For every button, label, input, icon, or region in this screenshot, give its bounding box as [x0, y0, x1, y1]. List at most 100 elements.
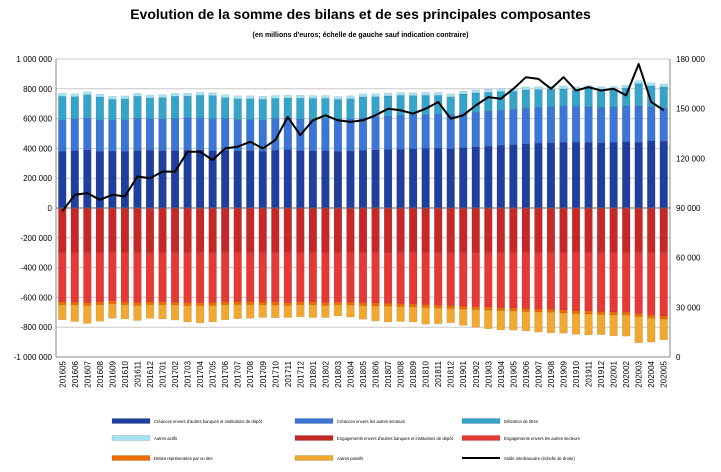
category-label: 201903 [484, 360, 493, 387]
legend-label: Dettes représentées par un titre [154, 456, 214, 461]
bar-segment [120, 119, 130, 152]
bar-segment [446, 308, 455, 323]
bar-segment [596, 142, 606, 209]
bar-segment [208, 302, 217, 306]
bar-segment [546, 88, 556, 107]
category-label: 202001 [610, 360, 619, 387]
bar-segment [571, 313, 581, 335]
bar-segment [609, 142, 618, 209]
bar-segment [659, 315, 668, 320]
bar-segment [58, 151, 67, 209]
bar-segment [170, 150, 180, 209]
category-label: 201711 [284, 360, 293, 387]
bar-segment [521, 89, 530, 109]
bar-segment [484, 306, 493, 311]
bar-segment [484, 110, 493, 147]
bar-segment [358, 150, 368, 209]
bar-segment [571, 106, 581, 143]
bar-segment [283, 94, 292, 99]
bar-segment [521, 311, 530, 332]
bar-segment [534, 207, 543, 253]
legend-label: Engagements envers les autres secteurs [504, 436, 580, 441]
bar-segment [58, 304, 67, 320]
category-label: 201703 [184, 360, 193, 387]
bar-segment [196, 207, 205, 253]
bar-segment [208, 92, 217, 96]
bar-segment [409, 114, 418, 149]
bar-segment [496, 145, 505, 209]
bar-segment [659, 318, 668, 341]
bar-segment [271, 304, 280, 319]
bar-segment [596, 252, 606, 312]
bar-segment [584, 313, 593, 336]
category-label: 201707 [234, 360, 243, 387]
category-label: 201609 [108, 360, 117, 387]
bar-segment [496, 307, 505, 311]
category-label: 201802 [321, 360, 330, 387]
category-label: 201911 [585, 360, 594, 387]
category-label: 201908 [547, 360, 556, 387]
bar-segment [609, 314, 618, 337]
bar-segment [333, 96, 343, 100]
bar-segment [83, 302, 92, 306]
category-label: 201806 [372, 360, 381, 387]
bar-segment [170, 301, 180, 306]
bar-segment [333, 99, 343, 120]
bar-segment [622, 252, 631, 313]
bar-segment [609, 252, 618, 313]
bar-segment [208, 207, 217, 253]
bar-segment [584, 207, 593, 253]
bar-segment [521, 143, 530, 209]
bar-segment [271, 95, 280, 99]
bar-segment [183, 117, 192, 151]
bar-segment [58, 119, 67, 152]
bar-segment [346, 95, 355, 99]
category-label: 201905 [509, 360, 518, 387]
bar-segment [196, 302, 205, 306]
bar-segment [596, 314, 606, 335]
bar-segment [446, 207, 455, 253]
bar-segment [396, 306, 405, 322]
bar-segment [358, 93, 368, 98]
bar-segment [233, 150, 242, 209]
line-series-path [61, 63, 665, 212]
bar-segment [83, 91, 92, 95]
bar-segment [509, 307, 518, 312]
legend-label: Autres actifs [154, 436, 177, 441]
bar-segment [258, 207, 267, 253]
legend-swatch [461, 418, 501, 424]
bar-segment [233, 95, 242, 99]
bar-segment [596, 311, 606, 315]
bar-segment [409, 92, 418, 96]
bar-segment [571, 252, 581, 311]
bar-segment [233, 304, 242, 319]
bar-segment [296, 252, 305, 303]
bar-segment [183, 302, 192, 306]
bar-segment [396, 148, 405, 209]
bar-segment [158, 118, 167, 152]
bar-segment [622, 312, 631, 316]
bar-segment [596, 107, 606, 143]
left-tick-label: -600 000 [20, 293, 52, 302]
bar-segment [584, 142, 593, 209]
bar-segment [95, 207, 104, 253]
legend-swatch [111, 435, 151, 441]
left-tick-label: 400 000 [23, 144, 52, 153]
bar-segment [358, 302, 368, 306]
bar-segment [145, 118, 155, 151]
bar-segment [308, 150, 317, 209]
category-label: 201607 [83, 360, 92, 387]
bar-segment [409, 148, 418, 209]
bar-segment [459, 113, 468, 148]
bar-segment [396, 95, 405, 116]
left-tick-label: 0 [48, 204, 53, 213]
bar-segment [559, 142, 568, 209]
bar-segment [108, 119, 117, 152]
left-tick-label: 200 000 [23, 174, 52, 183]
legend-swatch [294, 418, 334, 424]
bar-segment [659, 83, 668, 88]
bar-segment [396, 114, 405, 150]
bar-segment [446, 93, 455, 98]
bar-segment [634, 316, 643, 344]
